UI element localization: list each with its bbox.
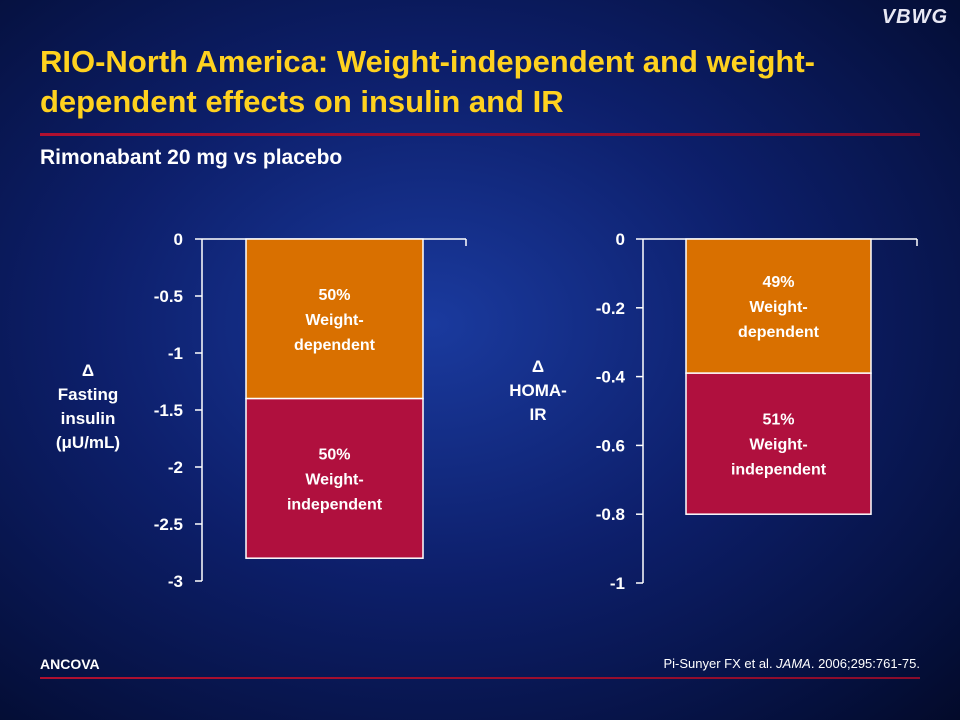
vbwg-logo: VBWG <box>881 6 948 28</box>
footer-rule <box>40 677 920 679</box>
citation-journal: JAMA <box>776 656 811 671</box>
citation-authors: Pi-Sunyer FX et al. <box>663 656 777 671</box>
y-tick-label: -0.2 <box>596 299 625 318</box>
segment-label: 51% Weight-independent <box>731 412 827 479</box>
slide-title: RIO-North America: Weight-independent an… <box>40 44 815 119</box>
bar-segment-weight-independent <box>245 397 424 559</box>
y-tick-label: -1 <box>610 574 625 593</box>
y-tick-label: 0 <box>174 230 183 249</box>
y-tick-label: -2 <box>168 458 183 477</box>
y-tick-label: -1 <box>168 344 183 363</box>
y-tick-label: -0.8 <box>596 505 625 524</box>
segment-label: 50% Weight-dependent <box>294 287 376 354</box>
fasting-insulin-chart: 0 -0.5 -1 -1.5 -2 -2.5 -3 Δ Fasting insulin (μU/mL… <box>56 230 467 591</box>
citation-details: . 2006;295:761-75. <box>810 656 920 671</box>
y-tick-label: -0.4 <box>596 368 626 387</box>
y-tick-label: -2.5 <box>154 515 183 534</box>
segment-label: 50% Weight-independent <box>287 446 383 513</box>
y-axis-label: Δ Fasting insulin (μU/mL) <box>56 361 120 452</box>
citation: Pi-Sunyer FX et al. JAMA. 2006;295:761-7… <box>663 656 920 671</box>
y-tick-label: -0.5 <box>154 287 183 306</box>
slide-subtitle: Rimonabant 20 mg vs placebo <box>40 146 343 169</box>
y-axis-label: Δ HOMA-IR <box>509 357 567 424</box>
title-rule <box>40 133 920 136</box>
homa-ir-chart: 0 -0.2 -0.4 -0.6 -0.8 -1 Δ HOMA-IR 49% Weight-dep… <box>509 230 918 593</box>
y-tick-label: 0 <box>616 230 625 249</box>
segment-label: 49% Weight-dependent <box>738 274 820 341</box>
method-note: ANCOVA <box>40 656 100 672</box>
bar-segment-weight-dependent <box>685 238 872 374</box>
y-tick-label: -3 <box>168 572 183 591</box>
y-tick-label: -1.5 <box>154 401 183 420</box>
y-tick-label: -0.6 <box>596 436 625 455</box>
bar-segment-weight-dependent <box>245 238 424 400</box>
bar-segment-weight-independent <box>685 372 872 515</box>
